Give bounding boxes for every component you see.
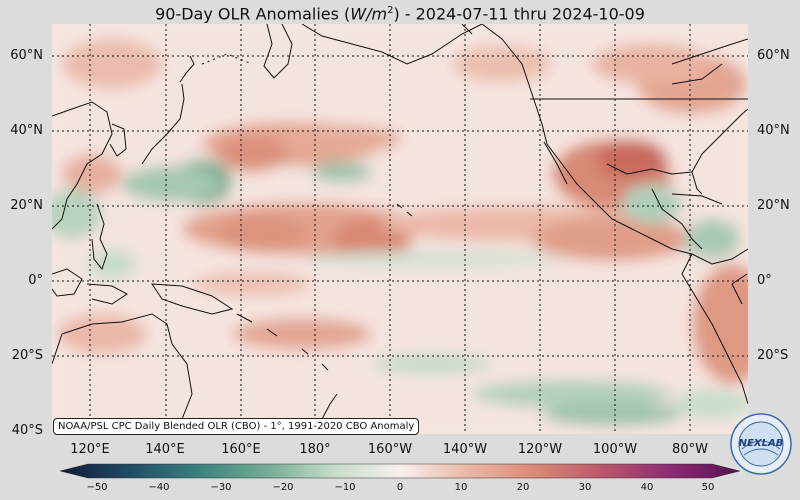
lon-label-160w: 160°W bbox=[367, 442, 413, 457]
lat-label-60n-right: 60°N bbox=[757, 48, 790, 63]
lon-label-120w: 120°W bbox=[517, 442, 563, 457]
lat-label-eq-right: 0° bbox=[757, 273, 772, 288]
colorbar-tick-30: 30 bbox=[578, 482, 592, 493]
colorbar-tick-0: 0 bbox=[396, 482, 404, 493]
lon-label-160e: 160°E bbox=[221, 442, 261, 457]
map-title: 90-Day OLR Anomalies (W/m2) - 2024-07-11… bbox=[0, 0, 800, 24]
title-suffix: ) - 2024-07-11 thru 2024-10-09 bbox=[393, 4, 645, 24]
lat-label-60n-left: 60°N bbox=[10, 48, 43, 63]
lon-label-80w: 80°W bbox=[672, 442, 708, 457]
colorbar-tick-neg10: −10 bbox=[334, 482, 356, 493]
lat-label-20n-right: 20°N bbox=[757, 198, 790, 213]
title-prefix: 90-Day OLR Anomalies ( bbox=[155, 4, 351, 24]
colorbar-tick-40: 40 bbox=[640, 482, 654, 493]
colorbar-tick-neg40: −40 bbox=[148, 482, 170, 493]
colorbar-tick-20: 20 bbox=[516, 482, 530, 493]
data-source-credit: NOAA/PSL CPC Daily Blended OLR (CBO) - 1… bbox=[53, 418, 420, 435]
graticule bbox=[52, 24, 748, 434]
lat-label-40n-left: 40°N bbox=[10, 123, 43, 138]
lat-label-40n-right: 40°N bbox=[757, 123, 790, 138]
lat-label-40s-left: 40°S bbox=[11, 423, 43, 438]
lon-label-100w: 100°W bbox=[592, 442, 638, 457]
nexlab-logo-text: NEXLAB bbox=[739, 438, 784, 449]
map-canvas bbox=[52, 24, 748, 434]
nexlab-logo-icon: NEXLAB bbox=[730, 413, 792, 475]
title-unit-exponent: 2 bbox=[387, 5, 394, 16]
colorbar-tick-50: 50 bbox=[701, 482, 715, 493]
colorbar-tick-10: 10 bbox=[454, 482, 468, 493]
lat-label-20s-right: 20°S bbox=[757, 348, 789, 363]
lon-label-140w: 140°W bbox=[442, 442, 488, 457]
nexlab-logo: NEXLAB bbox=[730, 413, 792, 475]
colorbar: −50 −40 −30 −20 −10 0 10 20 30 40 50 bbox=[59, 462, 741, 498]
colorbar-tick-neg30: −30 bbox=[210, 482, 232, 493]
lon-label-180: 180° bbox=[299, 442, 331, 457]
lon-label-120e: 120°E bbox=[70, 442, 110, 457]
anomaly-field bbox=[52, 24, 748, 434]
lat-label-20n-left: 20°N bbox=[10, 198, 43, 213]
colorbar-tick-neg20: −20 bbox=[272, 482, 294, 493]
title-unit: W/m bbox=[350, 4, 388, 24]
olr-anomaly-map bbox=[52, 24, 748, 434]
lon-label-140e: 140°E bbox=[145, 442, 185, 457]
lat-label-20s-left: 20°S bbox=[11, 348, 43, 363]
colorbar-tick-neg50: −50 bbox=[86, 482, 108, 493]
lat-label-eq-left: 0° bbox=[28, 273, 43, 288]
coastlines bbox=[52, 24, 748, 434]
colorbar-ramp bbox=[59, 463, 741, 479]
